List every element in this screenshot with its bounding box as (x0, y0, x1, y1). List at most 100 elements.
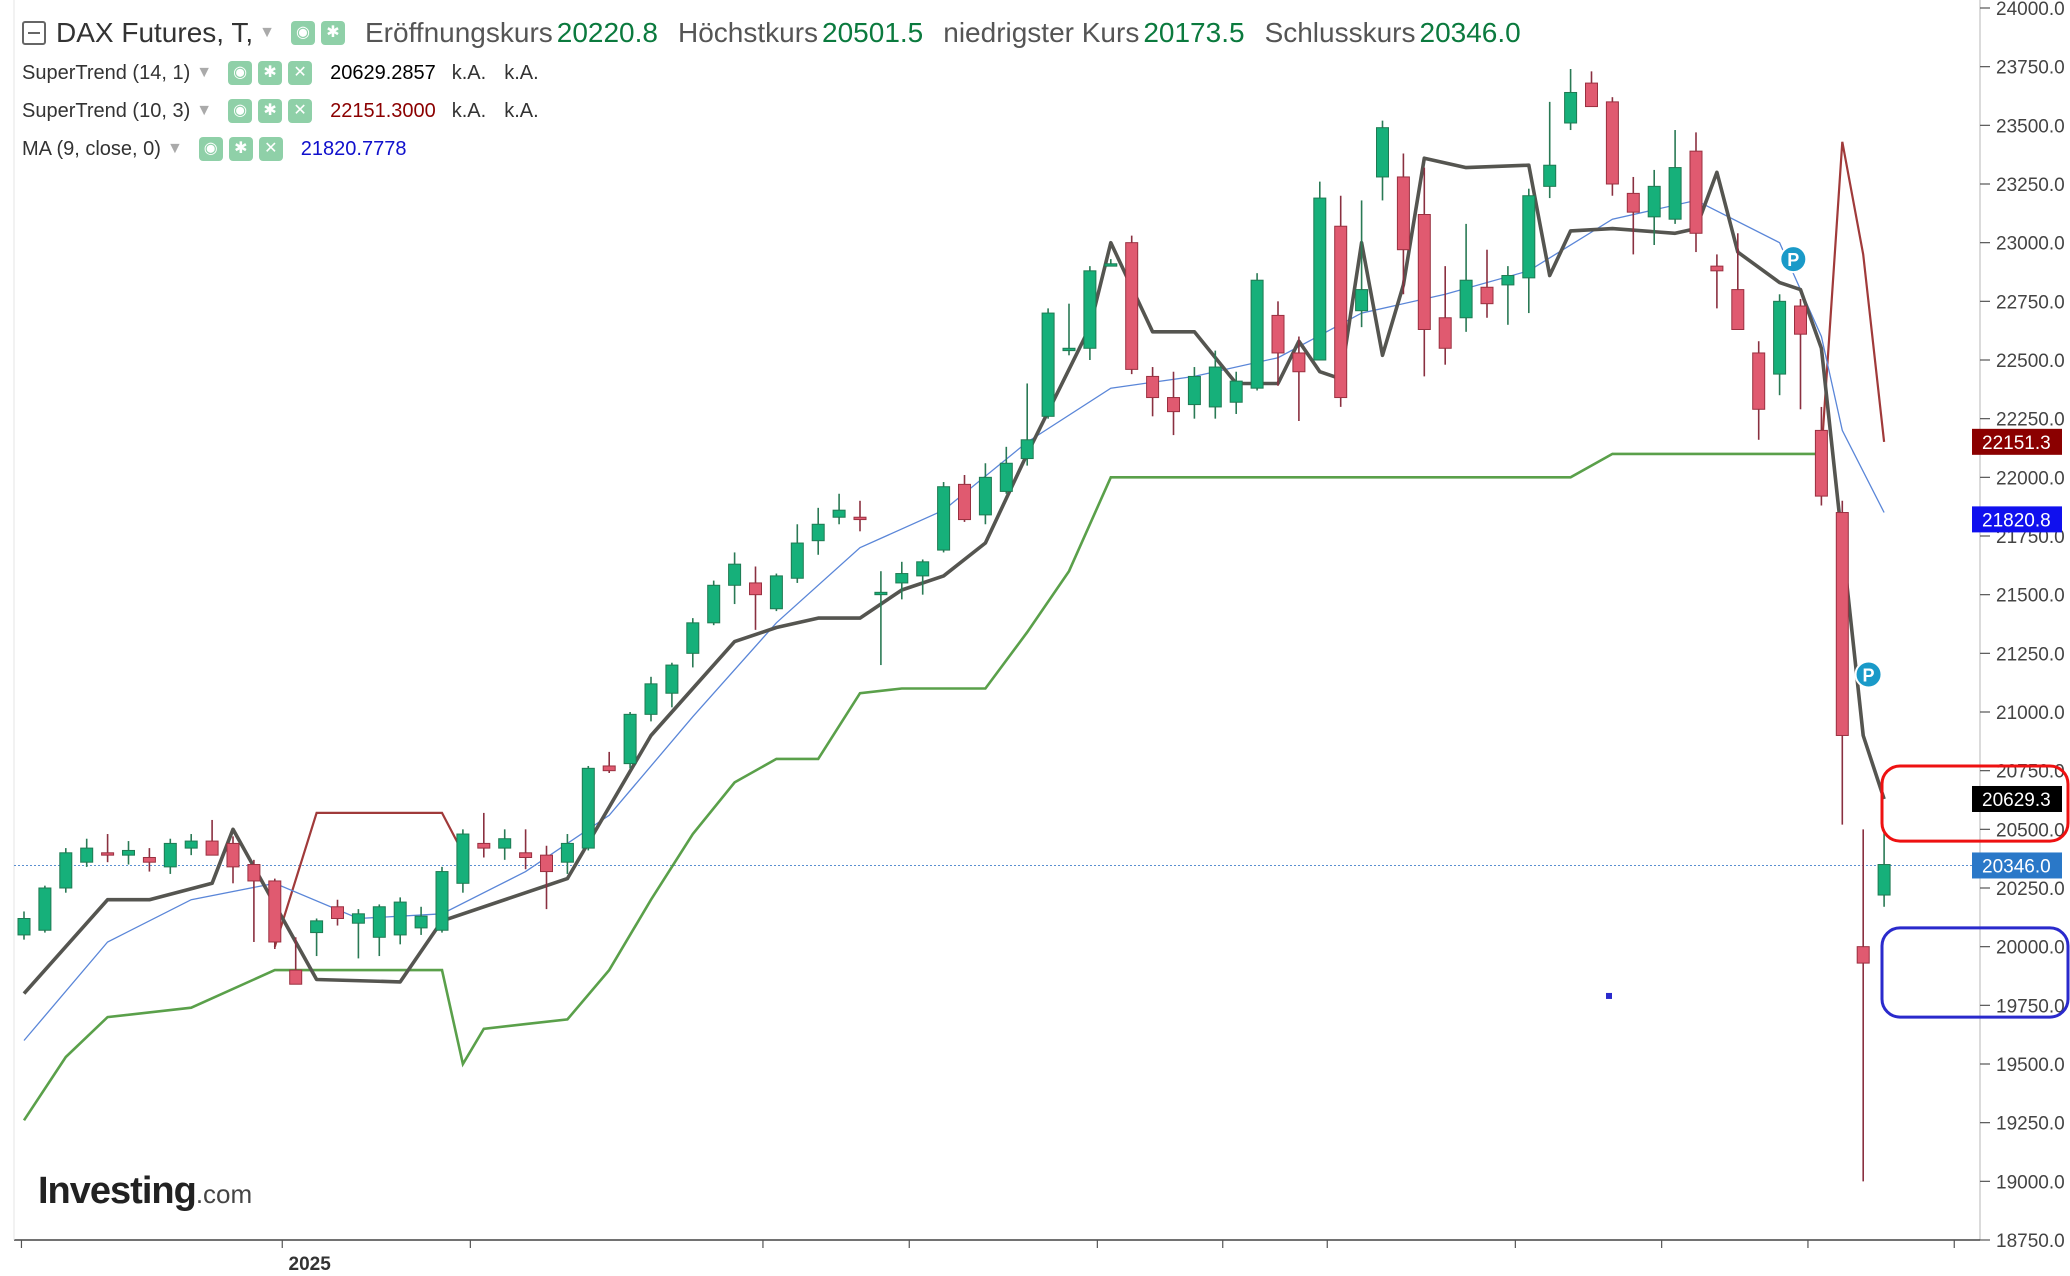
candle-body-up (17, 918, 31, 936)
pivot-marker-icon: P (1779, 245, 1808, 274)
candle-body-up (665, 664, 679, 694)
candle (895, 561, 909, 600)
low-label: niedrigster Kurs (943, 17, 1140, 48)
symbol-name[interactable]: DAX Futures, T, (56, 17, 254, 48)
candle (414, 906, 428, 935)
candle (122, 841, 135, 865)
candle-body-up (895, 573, 909, 584)
candle (1626, 176, 1640, 255)
candle (958, 474, 971, 522)
candle-body-down (205, 840, 219, 856)
close-icon[interactable]: ✕ (288, 99, 313, 123)
candle-body-up (1543, 164, 1557, 187)
eye-icon[interactable]: ◉ (198, 137, 223, 161)
close-label: Schlusskurs (1264, 17, 1416, 48)
candle (1585, 71, 1598, 108)
chevron-down-icon[interactable]: ▼ (166, 140, 183, 157)
candle (1292, 336, 1306, 422)
candle-body-down (1814, 429, 1828, 497)
gear-icon[interactable]: ✱ (258, 99, 283, 123)
candle (644, 676, 658, 722)
candle (289, 937, 303, 985)
candle-layer (17, 69, 1891, 1182)
pivot-circle (1854, 660, 1883, 689)
price-tick-label: 23000.0 (1996, 234, 2065, 255)
candle-body-down (1605, 101, 1619, 185)
candle (1438, 266, 1452, 365)
candle (1480, 249, 1494, 318)
candle (1752, 341, 1766, 440)
eye-icon[interactable]: ◉ (228, 99, 253, 123)
candle-body-up (59, 852, 73, 889)
candle (1167, 371, 1180, 436)
candle-body-up (498, 838, 512, 849)
candle (1647, 169, 1661, 246)
candle-body-up (1313, 197, 1327, 361)
candle (874, 571, 888, 666)
low-value: 20173.5 (1143, 17, 1245, 48)
gear-icon[interactable]: ✱ (320, 21, 345, 45)
candle (163, 838, 177, 874)
candle-body-down (1438, 317, 1452, 349)
candle (1208, 350, 1222, 419)
marker-dot (1606, 992, 1612, 999)
candle-body-up (1459, 279, 1473, 319)
gear-icon[interactable]: ✱ (228, 137, 253, 161)
close-icon[interactable]: ✕ (288, 61, 313, 85)
highlight-box-red (1880, 764, 2070, 843)
candle-body-down (289, 969, 303, 985)
candle-body-up (1564, 91, 1578, 124)
close-icon[interactable]: ✕ (258, 137, 283, 161)
candle-body-up (999, 462, 1013, 492)
candle (1689, 132, 1703, 253)
candle (1146, 367, 1160, 417)
chevron-down-icon[interactable]: ▼ (196, 64, 213, 81)
investing-logo: Investing.com (38, 1170, 252, 1213)
chevron-down-icon[interactable]: ▼ (259, 24, 275, 41)
price-label: 20629.3 (1972, 785, 2062, 812)
gear-icon[interactable]: ✱ (258, 61, 283, 85)
price-label-bg (1972, 428, 2062, 455)
indicator-name[interactable]: MA (9, close, 0) (22, 137, 161, 160)
candle (1187, 367, 1201, 419)
collapse-icon[interactable] (22, 21, 46, 45)
candle-body-up (686, 622, 700, 654)
candle (1271, 301, 1285, 386)
candle-body-up (916, 561, 930, 577)
price-label: 20346.0 (1972, 852, 2062, 879)
candle (59, 848, 73, 893)
time-tick-label: 2025 (289, 1254, 332, 1275)
candle-body-up (790, 542, 804, 579)
eye-icon[interactable]: ◉ (228, 61, 253, 85)
time-axis[interactable]: 2025 (20, 1240, 1955, 1275)
price-label-bg (1972, 785, 2062, 812)
candle (1668, 130, 1682, 224)
candle-body-up (122, 849, 135, 856)
price-label-bg (1972, 506, 2062, 533)
candle-body-down (477, 842, 491, 849)
candle (1396, 153, 1410, 295)
candle (80, 838, 94, 867)
indicator-name[interactable]: SuperTrend (14, 1) (22, 61, 191, 84)
candle (456, 829, 470, 893)
candle (1543, 101, 1557, 199)
candle-body-down (1396, 176, 1410, 251)
price-axis[interactable]: 24000.0 23750.0 23500.0 23250.0 23000.0 22750… (1972, 0, 2065, 1252)
candle (581, 765, 595, 851)
candle (1710, 254, 1724, 309)
price-label-text: 20629.3 (1982, 790, 2051, 811)
candle (1814, 406, 1828, 506)
candle-body-down (958, 483, 971, 521)
candle (1856, 829, 1870, 1182)
candle (1835, 500, 1849, 825)
candle (978, 463, 992, 525)
chevron-down-icon[interactable]: ▼ (196, 102, 213, 119)
price-tick-label: 19250.0 (1996, 1114, 2065, 1135)
candle-body-up (1062, 347, 1076, 352)
candle-body-up (456, 833, 470, 884)
indicator-na: k.A. (504, 61, 539, 84)
eye-icon[interactable]: ◉ (290, 21, 315, 45)
indicator-name[interactable]: SuperTrend (10, 3) (22, 99, 191, 122)
candle-body-up (644, 683, 658, 715)
